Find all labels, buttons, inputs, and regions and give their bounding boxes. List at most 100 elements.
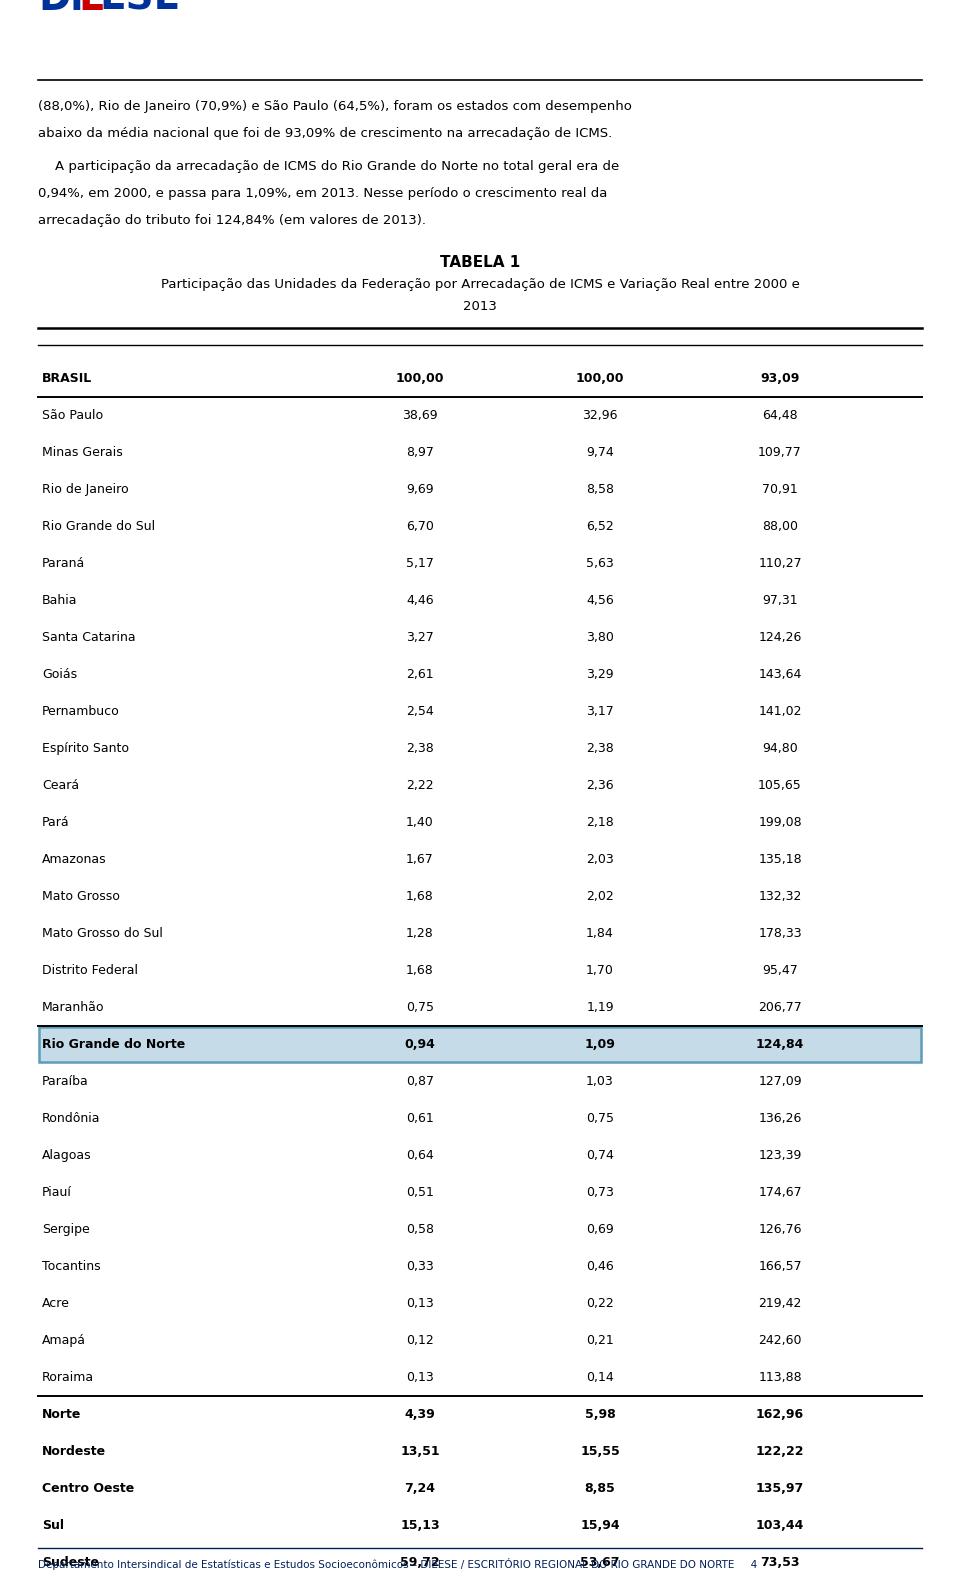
Text: 0,33: 0,33 xyxy=(406,1260,434,1273)
Text: Tocantins: Tocantins xyxy=(42,1260,101,1273)
Text: 7,24: 7,24 xyxy=(404,1483,436,1495)
Text: 94,80: 94,80 xyxy=(762,742,798,755)
Text: arrecadação do tributo foi 124,84% (em valores de 2013).: arrecadação do tributo foi 124,84% (em v… xyxy=(38,215,426,227)
Text: 2,61: 2,61 xyxy=(406,668,434,681)
Text: 0,51: 0,51 xyxy=(406,1186,434,1198)
Text: Espírito Santo: Espírito Santo xyxy=(42,742,129,755)
Text: 38,69: 38,69 xyxy=(402,409,438,422)
Text: 242,60: 242,60 xyxy=(758,1334,802,1347)
Text: 178,33: 178,33 xyxy=(758,927,802,940)
Text: 206,77: 206,77 xyxy=(758,1001,802,1014)
Text: 3,29: 3,29 xyxy=(587,668,613,681)
Text: Centro Oeste: Centro Oeste xyxy=(42,1483,134,1495)
Text: 174,67: 174,67 xyxy=(758,1186,802,1198)
Text: 0,94%, em 2000, e passa para 1,09%, em 2013. Nesse período o crescimento real da: 0,94%, em 2000, e passa para 1,09%, em 2… xyxy=(38,186,608,201)
Text: 8,58: 8,58 xyxy=(586,483,614,496)
Text: 15,94: 15,94 xyxy=(580,1519,620,1532)
Text: 135,97: 135,97 xyxy=(756,1483,804,1495)
Text: 5,17: 5,17 xyxy=(406,557,434,570)
Text: 5,98: 5,98 xyxy=(585,1408,615,1421)
Text: 135,18: 135,18 xyxy=(758,853,802,865)
Text: 100,00: 100,00 xyxy=(396,373,444,385)
Text: 124,84: 124,84 xyxy=(756,1037,804,1052)
Text: Ceará: Ceará xyxy=(42,778,79,793)
Text: 70,91: 70,91 xyxy=(762,483,798,496)
Text: 122,22: 122,22 xyxy=(756,1445,804,1457)
Text: 2013: 2013 xyxy=(463,300,497,313)
Text: 1,68: 1,68 xyxy=(406,891,434,903)
Text: 103,44: 103,44 xyxy=(756,1519,804,1532)
Text: 4,56: 4,56 xyxy=(587,594,613,606)
Text: Maranhão: Maranhão xyxy=(42,1001,105,1014)
Text: 8,85: 8,85 xyxy=(585,1483,615,1495)
Text: TABELA 1: TABELA 1 xyxy=(440,254,520,270)
Text: Piauí: Piauí xyxy=(42,1186,72,1198)
Text: 0,13: 0,13 xyxy=(406,1371,434,1385)
Text: Alagoas: Alagoas xyxy=(42,1150,91,1162)
Text: 113,88: 113,88 xyxy=(758,1371,802,1385)
Text: Amazonas: Amazonas xyxy=(42,853,107,865)
Text: 1,28: 1,28 xyxy=(406,927,434,940)
Text: Amapá: Amapá xyxy=(42,1334,86,1347)
Text: 6,70: 6,70 xyxy=(406,519,434,534)
Text: 93,09: 93,09 xyxy=(760,373,800,385)
Text: 0,12: 0,12 xyxy=(406,1334,434,1347)
Text: 2,54: 2,54 xyxy=(406,704,434,718)
Text: Rio Grande do Norte: Rio Grande do Norte xyxy=(42,1037,185,1052)
Text: 9,74: 9,74 xyxy=(587,445,613,459)
Text: 132,32: 132,32 xyxy=(758,891,802,903)
Text: 0,69: 0,69 xyxy=(587,1224,613,1236)
Text: 219,42: 219,42 xyxy=(758,1296,802,1311)
Text: 1,09: 1,09 xyxy=(585,1037,615,1052)
Text: 32,96: 32,96 xyxy=(583,409,617,422)
Text: 4,46: 4,46 xyxy=(406,594,434,606)
Text: 166,57: 166,57 xyxy=(758,1260,802,1273)
Text: 141,02: 141,02 xyxy=(758,704,802,718)
Text: 0,46: 0,46 xyxy=(587,1260,613,1273)
Text: Sul: Sul xyxy=(42,1519,64,1532)
Text: 2,18: 2,18 xyxy=(587,816,613,829)
Text: Paraíba: Paraíba xyxy=(42,1075,88,1088)
Text: 0,61: 0,61 xyxy=(406,1112,434,1124)
Text: 3,27: 3,27 xyxy=(406,632,434,644)
Text: Pernambuco: Pernambuco xyxy=(42,704,120,718)
Text: BRASIL: BRASIL xyxy=(42,373,92,385)
Text: 4,39: 4,39 xyxy=(404,1408,436,1421)
Text: 0,74: 0,74 xyxy=(586,1150,614,1162)
Text: abaixo da média nacional que foi de 93,09% de crescimento na arrecadação de ICMS: abaixo da média nacional que foi de 93,0… xyxy=(38,126,612,141)
Text: 73,53: 73,53 xyxy=(760,1555,800,1570)
Text: 0,75: 0,75 xyxy=(586,1112,614,1124)
Text: São Paulo: São Paulo xyxy=(42,409,103,422)
Text: 0,14: 0,14 xyxy=(587,1371,613,1385)
Text: 2,02: 2,02 xyxy=(587,891,613,903)
Text: Acre: Acre xyxy=(42,1296,70,1311)
Text: 1,70: 1,70 xyxy=(586,965,614,977)
Text: 162,96: 162,96 xyxy=(756,1408,804,1421)
Text: 95,47: 95,47 xyxy=(762,965,798,977)
Text: 88,00: 88,00 xyxy=(762,519,798,534)
Text: Roraima: Roraima xyxy=(42,1371,94,1385)
Text: 109,77: 109,77 xyxy=(758,445,802,459)
Text: Norte: Norte xyxy=(42,1408,82,1421)
Text: 15,13: 15,13 xyxy=(400,1519,440,1532)
Text: A participação da arrecadação de ICMS do Rio Grande do Norte no total geral era : A participação da arrecadação de ICMS do… xyxy=(38,159,619,174)
Text: 15,55: 15,55 xyxy=(580,1445,620,1457)
Text: Sergipe: Sergipe xyxy=(42,1224,89,1236)
Text: 0,13: 0,13 xyxy=(406,1296,434,1311)
Text: 64,48: 64,48 xyxy=(762,409,798,422)
Text: 124,26: 124,26 xyxy=(758,632,802,644)
Text: 136,26: 136,26 xyxy=(758,1112,802,1124)
Text: Di: Di xyxy=(38,0,84,17)
Text: Santa Catarina: Santa Catarina xyxy=(42,632,135,644)
Text: 0,75: 0,75 xyxy=(406,1001,434,1014)
Text: 105,65: 105,65 xyxy=(758,778,802,793)
Text: 1,03: 1,03 xyxy=(587,1075,613,1088)
Text: 0,87: 0,87 xyxy=(406,1075,434,1088)
Text: Rondônia: Rondônia xyxy=(42,1112,101,1124)
Text: 1,19: 1,19 xyxy=(587,1001,613,1014)
Text: 127,09: 127,09 xyxy=(758,1075,802,1088)
Text: 8,97: 8,97 xyxy=(406,445,434,459)
Text: 110,27: 110,27 xyxy=(758,557,802,570)
Text: 1,68: 1,68 xyxy=(406,965,434,977)
Text: Departamento Intersindical de Estatísticas e Estudos Socioeconômicos – DIEESE / : Departamento Intersindical de Estatístic… xyxy=(38,1558,757,1570)
